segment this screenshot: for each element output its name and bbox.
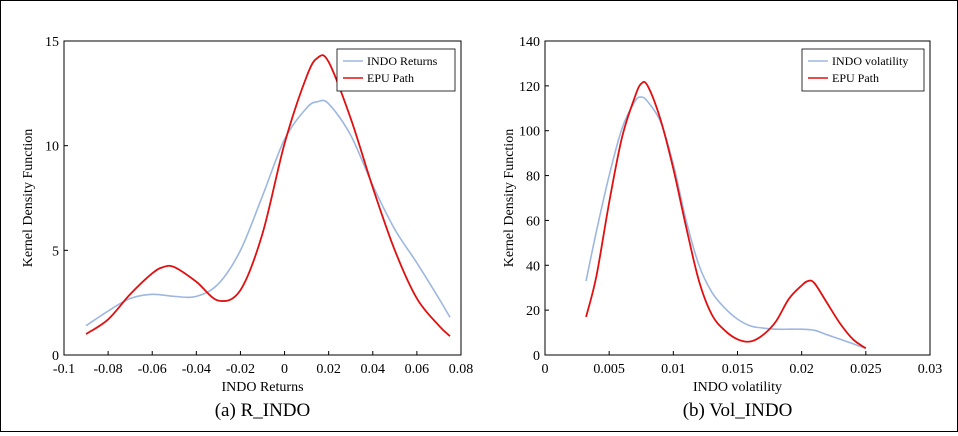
chart-panel-1: -0.1 -0.08 -0.06 -0.04 -0.02 0 0.02 0.04 0.06 0.0… [21,35,473,421]
x-axis-label: INDO volatility [693,380,782,395]
x-tick-label: 0.01 [661,362,686,377]
legend-label-1: INDO volatility [832,54,908,68]
y-tick-label: 100 [519,125,540,140]
legend-box [801,48,925,92]
x-tick-label: 0.025 [850,362,882,377]
panel-caption: (b) Vol_INDO [683,400,793,421]
y-tick-label: 120 [519,80,540,95]
y-tick-label: 60 [526,214,540,229]
x-tick-label: 0.015 [722,362,754,377]
chart-panel-2: 0 0.005 0.01 0.015 0.02 0.025 0.03 0 20 40 60 80 100… [502,35,942,421]
y-axis-label: Kernel Density Function [502,129,517,267]
legend-label-2: EPU Path [367,71,414,85]
legend: INDO volatility EPU Path [801,48,925,92]
x-tick-label: 0.04 [361,362,386,377]
y-tick-label: 10 [45,140,59,155]
plot-area-box [63,40,462,356]
legend: INDO Returns EPU Path [336,48,456,92]
y-tick-label: 40 [526,259,540,274]
x-tick-label: 0.005 [593,362,625,377]
y-tick-label: 140 [519,35,540,50]
series-line-2 [585,80,867,350]
series-line-1 [85,99,451,327]
series-line-1 [585,96,867,350]
x-tick-label: 0.03 [918,362,943,377]
x-axis-label: INDO Returns [221,380,303,395]
x-tick-label: 0.02 [789,362,814,377]
x-tick-label: 0.06 [405,362,430,377]
x-tick-label: -0.06 [138,362,167,377]
x-tick-label: -0.04 [182,362,211,377]
y-tick-label: 5 [52,244,59,259]
y-tick-label: 0 [52,349,59,364]
x-tick-label: 0 [542,362,549,377]
legend-box [336,48,456,92]
panel-caption: (a) R_INDO [215,400,311,421]
series-line-2 [85,54,451,337]
x-tick-label: 0 [281,362,288,377]
x-tick-label: 0.02 [316,362,341,377]
y-tick-label: 80 [526,170,540,185]
legend-label-2: EPU Path [832,71,879,85]
x-tick-label: -0.02 [226,362,255,377]
x-tick-label: -0.08 [94,362,123,377]
x-tick-label: -0.1 [53,362,75,377]
y-axis-label: Kernel Density Function [21,129,36,267]
x-tick-label: 0.08 [449,362,474,377]
y-tick-label: 20 [526,304,540,319]
legend-label-1: INDO Returns [367,54,438,68]
y-tick-label: 0 [533,349,540,364]
y-tick-label: 15 [45,35,59,50]
